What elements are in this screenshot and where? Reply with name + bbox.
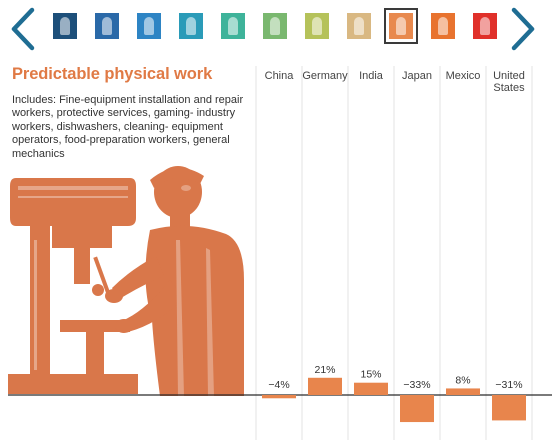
bar bbox=[354, 382, 388, 395]
category-label: United States bbox=[493, 70, 525, 94]
value-label: 8% bbox=[455, 374, 470, 386]
occupation-icon-1[interactable] bbox=[53, 13, 77, 39]
person-icon bbox=[396, 17, 406, 35]
occupation-icon-2[interactable] bbox=[95, 13, 119, 39]
chevron-right-icon[interactable] bbox=[506, 6, 540, 52]
bar bbox=[262, 395, 296, 399]
occupation-icon-10[interactable] bbox=[431, 13, 455, 39]
category-label: Mexico bbox=[446, 70, 481, 82]
person-icon bbox=[228, 17, 238, 35]
person-icon bbox=[186, 17, 196, 35]
machinist-at-drill-press-icon bbox=[8, 166, 244, 396]
occupation-icon-7[interactable] bbox=[305, 13, 329, 39]
category-label: China bbox=[265, 70, 295, 82]
occupation-icon-3[interactable] bbox=[137, 13, 161, 39]
occupation-icon-6[interactable] bbox=[263, 13, 287, 39]
occupation-icon-5[interactable] bbox=[221, 13, 245, 39]
category-label: Japan bbox=[402, 70, 432, 82]
value-label: −33% bbox=[403, 379, 430, 391]
bar bbox=[308, 377, 342, 395]
occupation-navigator bbox=[0, 0, 552, 58]
value-label: −31% bbox=[495, 379, 522, 391]
bar bbox=[492, 395, 526, 421]
panel-description: Includes: Fine-equipment installation an… bbox=[12, 94, 244, 160]
chevron-left-icon[interactable] bbox=[6, 6, 40, 52]
person-icon bbox=[438, 17, 448, 35]
person-icon bbox=[144, 17, 154, 35]
value-label: 15% bbox=[360, 369, 381, 381]
value-label: 21% bbox=[314, 364, 335, 376]
bar bbox=[446, 388, 480, 395]
panel-title: Predictable physical work bbox=[12, 65, 213, 83]
person-icon bbox=[354, 17, 364, 35]
value-label: −4% bbox=[268, 379, 289, 391]
category-label: India bbox=[359, 70, 384, 82]
occupation-icon-4[interactable] bbox=[179, 13, 203, 39]
bar bbox=[400, 395, 434, 423]
person-icon bbox=[102, 17, 112, 35]
person-icon bbox=[270, 17, 280, 35]
person-icon bbox=[60, 17, 70, 35]
occupation-icon-11[interactable] bbox=[473, 13, 497, 39]
person-icon bbox=[480, 17, 490, 35]
occupation-icon-8[interactable] bbox=[347, 13, 371, 39]
person-icon bbox=[312, 17, 322, 35]
occupation-icon-9[interactable] bbox=[384, 8, 418, 44]
category-label: Germany bbox=[302, 70, 348, 82]
